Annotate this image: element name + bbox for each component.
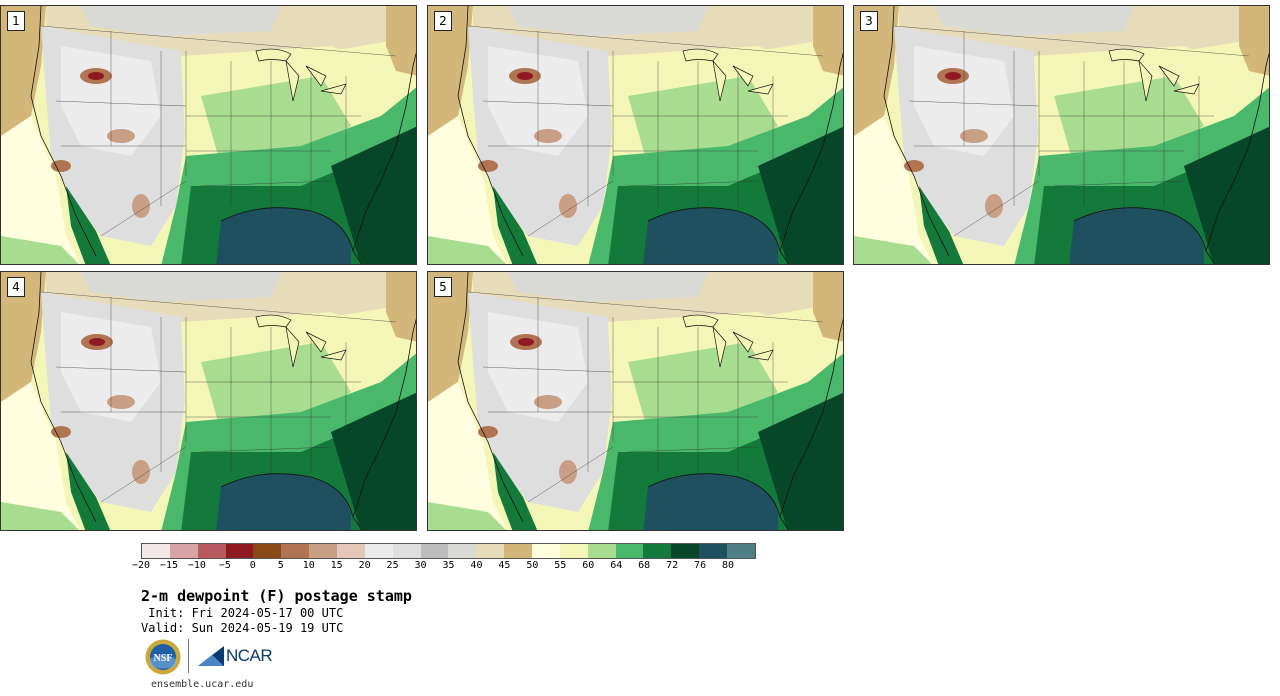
colorbar-tick-label: 15 — [330, 560, 343, 571]
colorbar-tick-label: 72 — [666, 560, 679, 571]
logo-divider — [188, 639, 189, 673]
dewpoint-colorbar — [141, 543, 756, 559]
member-label: 2 — [434, 11, 452, 31]
colorbar-swatch — [532, 544, 560, 558]
colorbar-tick-label: −20 — [131, 560, 151, 571]
colorbar-tick-label: −5 — [218, 560, 231, 571]
ncar-logo: NCAR — [198, 643, 273, 669]
colorbar-tick-label: 40 — [470, 560, 483, 571]
product-title: 2-m dewpoint (F) postage stamp — [141, 587, 412, 605]
member-label: 3 — [860, 11, 878, 31]
ensemble-member-map-2: 2 — [427, 5, 844, 265]
ncar-mark-icon — [198, 646, 224, 666]
colorbar-tick-label: 30 — [414, 560, 427, 571]
colorbar-swatch — [169, 544, 198, 558]
colorbar-tick-label: 76 — [694, 560, 707, 571]
member-label: 5 — [434, 277, 452, 297]
colorbar-swatch — [727, 544, 755, 558]
colorbar-swatch — [253, 544, 282, 558]
valid-time: Valid: Sun 2024-05-19 19 UTC — [141, 621, 344, 635]
colorbar-swatch — [476, 544, 505, 558]
colorbar-tick-label: 35 — [442, 560, 455, 571]
colorbar-tick-label: 20 — [358, 560, 371, 571]
colorbar-tick-label: 45 — [498, 560, 511, 571]
map-2 — [428, 6, 843, 264]
colorbar-swatch — [420, 544, 449, 558]
colorbar-tick-label: 55 — [554, 560, 567, 571]
colorbar-swatch — [643, 544, 672, 558]
init-time: Init: Fri 2024-05-17 00 UTC — [141, 606, 344, 620]
ncar-logo-text: NCAR — [226, 646, 273, 665]
map-1 — [1, 6, 416, 264]
nsf-logo: NSF — [145, 639, 181, 675]
colorbar-swatch — [448, 544, 477, 558]
colorbar-tick-label: 5 — [277, 560, 284, 571]
colorbar-swatch — [615, 544, 644, 558]
colorbar-tick-label: 80 — [722, 560, 735, 571]
colorbar-tick-label: 50 — [526, 560, 539, 571]
colorbar-swatch — [142, 544, 170, 558]
colorbar-swatch — [197, 544, 226, 558]
colorbar-swatch — [364, 544, 393, 558]
colorbar-tick-label: 0 — [249, 560, 256, 571]
colorbar-swatch — [587, 544, 616, 558]
colorbar-tick-label: 25 — [386, 560, 399, 571]
ensemble-member-map-4: 4 — [0, 271, 417, 531]
colorbar-swatch — [559, 544, 588, 558]
colorbar-swatch — [225, 544, 254, 558]
colorbar-tick-label: 60 — [582, 560, 595, 571]
ensemble-member-map-3: 3 — [853, 5, 1270, 265]
colorbar-tick-label: 68 — [638, 560, 651, 571]
colorbar-tick-label: −10 — [187, 560, 206, 571]
colorbar-swatch — [504, 544, 533, 558]
svg-text:NSF: NSF — [154, 653, 173, 664]
member-label: 4 — [7, 277, 25, 297]
colorbar-tick-label: 10 — [302, 560, 315, 571]
ensemble-member-map-5: 5 — [427, 271, 844, 531]
map-5 — [428, 272, 843, 530]
member-label: 1 — [7, 11, 25, 31]
colorbar-tick-label: 64 — [610, 560, 623, 571]
map-3 — [854, 6, 1269, 264]
colorbar-swatch — [671, 544, 700, 558]
site-url: ensemble.ucar.edu — [151, 679, 254, 690]
colorbar-swatch — [281, 544, 310, 558]
colorbar-swatch — [337, 544, 365, 558]
colorbar-swatch — [699, 544, 728, 558]
colorbar-swatch — [309, 544, 338, 558]
ensemble-member-map-1: 1 — [0, 5, 417, 265]
map-4 — [1, 272, 416, 530]
colorbar-tick-labels: −20 −15 −10 −5 0 5 10 15 20 25 30 35 40 45 50 55 60 64 68 7… — [132, 560, 756, 576]
colorbar-swatch — [392, 544, 421, 558]
colorbar-tick-label: −15 — [159, 560, 178, 571]
